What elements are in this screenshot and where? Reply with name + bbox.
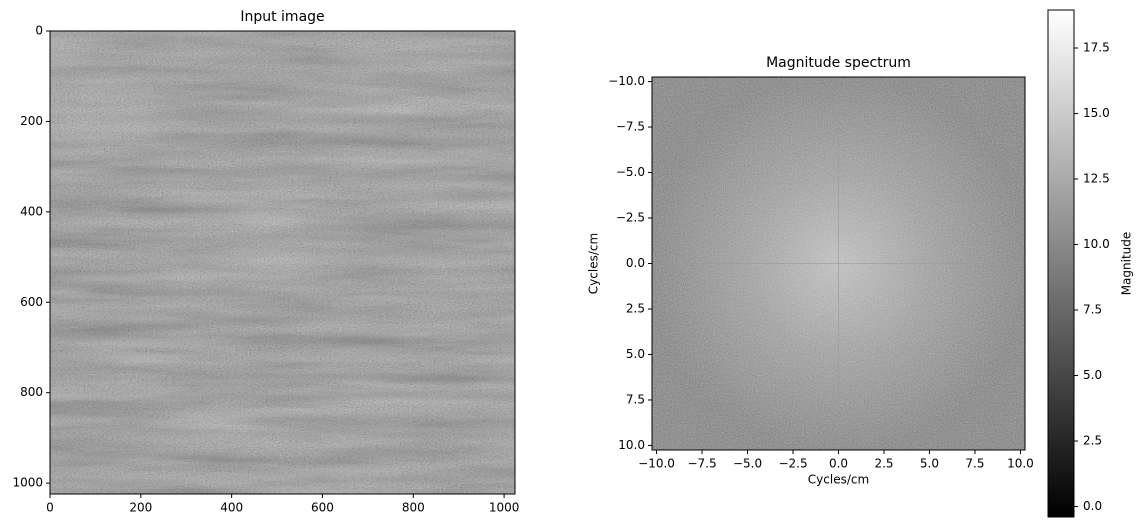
- x-tick-label: 10.0: [1007, 457, 1034, 471]
- x-tick-label: −10.0: [638, 457, 675, 471]
- y-tick-label: 5.0: [626, 347, 645, 361]
- colorbar-tick-label: 5.0: [1083, 368, 1102, 382]
- y-tick-label: 10.0: [618, 438, 645, 452]
- y-tick-label: −10.0: [608, 74, 645, 88]
- y-axis-label: Cycles/cm: [587, 233, 601, 294]
- colorbar-tick-label: 10.0: [1083, 237, 1110, 251]
- x-tick-label: 0: [46, 501, 54, 515]
- axes-frame: [49, 30, 516, 495]
- y-tick-label: −2.5: [616, 211, 645, 225]
- colorbar: [1047, 9, 1075, 518]
- x-tick-label: 600: [311, 501, 334, 515]
- x-tick-label: 1000: [489, 501, 520, 515]
- y-tick-label: 200: [20, 114, 43, 128]
- y-tick-label: 0.0: [626, 256, 645, 270]
- x-tick-label: 0.0: [829, 457, 848, 471]
- image: [50, 31, 515, 494]
- y-tick-label: 1000: [12, 476, 43, 490]
- y-tick-label: 800: [20, 385, 43, 399]
- x-tick-label: −7.5: [687, 457, 716, 471]
- x-tick-label: 7.5: [965, 457, 984, 471]
- x-tick-label: 200: [129, 501, 152, 515]
- x-tick-label: 5.0: [920, 457, 939, 471]
- colorbar-tick-label: 7.5: [1083, 303, 1102, 317]
- y-tick-label: 7.5: [626, 392, 645, 406]
- x-tick-label: −2.5: [778, 457, 807, 471]
- y-tick-label: 2.5: [626, 301, 645, 315]
- x-tick-label: 2.5: [874, 457, 893, 471]
- x-axis-label: Cycles/cm: [808, 473, 869, 487]
- colorbar-tick-label: 15.0: [1083, 106, 1110, 120]
- colorbar-tick-label: 12.5: [1083, 172, 1110, 186]
- colorbar-tick-label: 0.0: [1083, 499, 1102, 513]
- y-tick-label: 600: [20, 295, 43, 309]
- colorbar-tick-label: 2.5: [1083, 434, 1102, 448]
- y-tick-label: −5.0: [616, 165, 645, 179]
- colorbar-tick-label: 17.5: [1083, 40, 1110, 54]
- chart-title: Magnitude spectrum: [766, 55, 911, 71]
- y-tick-label: −7.5: [616, 120, 645, 134]
- x-tick-label: 400: [220, 501, 243, 515]
- x-tick-label: 800: [402, 501, 425, 515]
- y-tick-label: 0: [35, 24, 43, 38]
- y-tick-label: 400: [20, 204, 43, 218]
- x-tick-label: −5.0: [733, 457, 762, 471]
- colorbar-label: Magnitude: [1120, 232, 1134, 296]
- chart-title: Input image: [240, 9, 324, 25]
